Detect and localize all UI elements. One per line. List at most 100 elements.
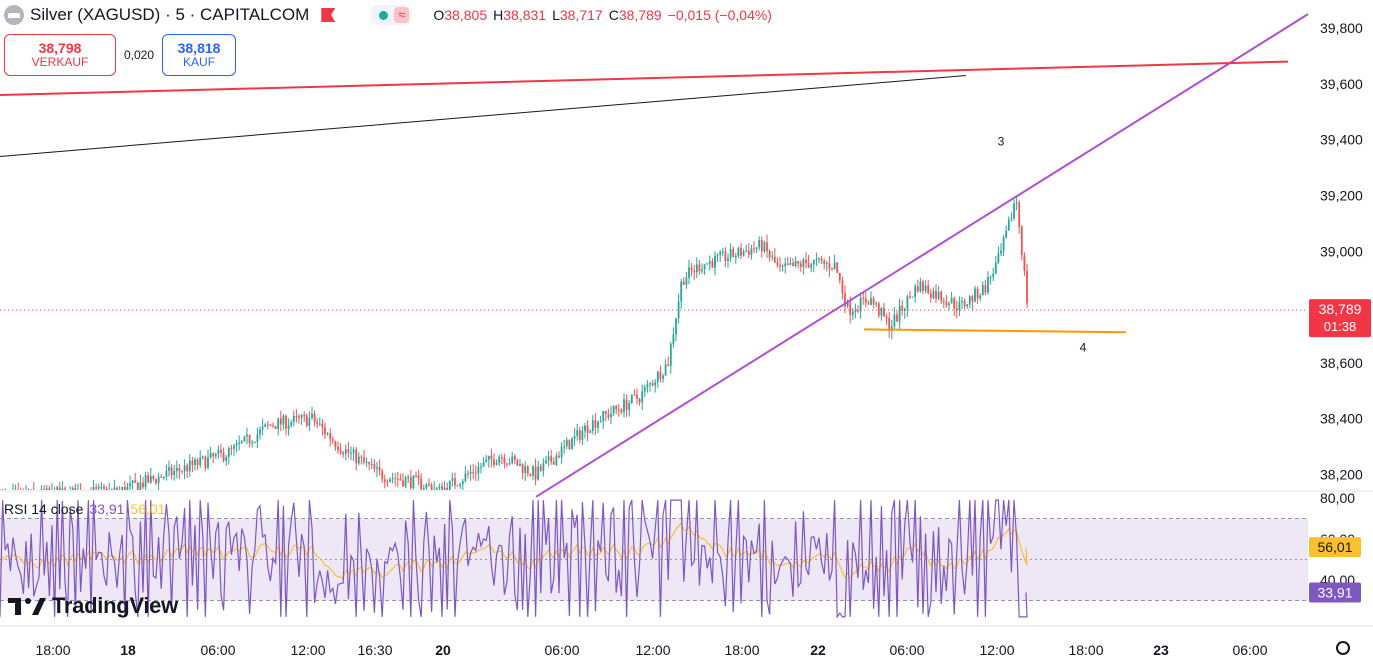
candle-body bbox=[337, 446, 339, 451]
candle-body bbox=[443, 487, 446, 490]
candle-body bbox=[214, 453, 217, 457]
candle-body bbox=[248, 434, 251, 444]
time-axis-tick: 06:00 bbox=[1232, 642, 1267, 658]
time-axis-tick: 06:00 bbox=[200, 642, 235, 658]
candle-body bbox=[633, 394, 636, 396]
candle-body bbox=[456, 485, 459, 487]
candle-body bbox=[0, 497, 1, 504]
market-status-pill[interactable]: ≈ bbox=[371, 5, 412, 25]
candle-body bbox=[937, 291, 940, 299]
candle-body bbox=[693, 270, 696, 273]
candle-body bbox=[513, 456, 516, 461]
candle-body bbox=[532, 466, 534, 476]
candle-body bbox=[256, 434, 259, 442]
candle-body bbox=[701, 269, 703, 272]
candle-body bbox=[365, 461, 368, 463]
price-axis-tick: 38,600 bbox=[1320, 355, 1363, 371]
candle-body bbox=[194, 459, 196, 466]
candle-body bbox=[316, 421, 319, 424]
candle-body bbox=[672, 334, 675, 345]
price-axis-tick: 39,200 bbox=[1320, 188, 1363, 204]
candle-body bbox=[721, 251, 724, 253]
candle-body bbox=[264, 424, 267, 427]
ohlc-value: 38,789 bbox=[618, 7, 662, 23]
candle-body bbox=[240, 441, 243, 443]
candle-body bbox=[797, 261, 800, 264]
candle-body bbox=[25, 492, 27, 496]
symbol-title[interactable]: Silver (XAGUSD) · 5 · CAPITALCOM bbox=[30, 5, 310, 24]
candle-body bbox=[324, 427, 326, 435]
candle-body bbox=[896, 314, 898, 322]
candle-body bbox=[105, 488, 108, 490]
candle-body bbox=[877, 303, 880, 316]
candle-body bbox=[753, 248, 755, 250]
candle-body bbox=[758, 240, 761, 248]
candle-body bbox=[454, 478, 456, 486]
candle-body bbox=[134, 480, 137, 483]
candle-body bbox=[181, 471, 183, 473]
candle-body bbox=[274, 426, 277, 430]
candle-body bbox=[766, 242, 768, 252]
candle-body bbox=[815, 259, 818, 261]
candle-body bbox=[80, 491, 82, 497]
sell-price: 38,798 bbox=[38, 40, 82, 57]
price-axis-tick: 39,600 bbox=[1320, 76, 1363, 92]
ohlc-key: C bbox=[608, 7, 619, 23]
candle-body bbox=[142, 482, 144, 488]
candle-body bbox=[745, 250, 748, 252]
candle-body bbox=[589, 431, 592, 433]
candle-body bbox=[675, 318, 677, 335]
candle-body bbox=[144, 475, 147, 488]
flag-icon[interactable] bbox=[321, 8, 336, 22]
candle-body bbox=[461, 481, 464, 485]
settings-gear-icon[interactable] bbox=[1336, 641, 1350, 655]
trendline-purple bbox=[535, 13, 1309, 498]
candle-body bbox=[623, 399, 625, 413]
candle-body bbox=[617, 409, 620, 411]
candle-body bbox=[448, 480, 451, 490]
candle-body bbox=[178, 467, 181, 472]
candle-body bbox=[602, 410, 605, 422]
candle-body bbox=[1023, 255, 1026, 271]
current-price-label: 38,789 bbox=[1319, 301, 1362, 317]
candle-body bbox=[396, 478, 399, 480]
candle-body bbox=[363, 457, 365, 463]
candle-body bbox=[576, 429, 579, 436]
candle-body bbox=[503, 457, 506, 464]
sell-button[interactable]: 38,798 VERKAUF bbox=[4, 34, 116, 76]
candle-body bbox=[981, 284, 984, 296]
candle-body bbox=[1026, 270, 1028, 304]
candle-body bbox=[760, 240, 763, 252]
buy-label: KAUF bbox=[183, 55, 216, 70]
candle-body bbox=[844, 293, 846, 307]
candle-body bbox=[799, 263, 802, 268]
rsi-legend-label: RSI 14 close bbox=[4, 501, 84, 517]
tradingview-logo[interactable]: TradingView bbox=[8, 593, 178, 619]
candle-body bbox=[591, 420, 594, 432]
candle-body bbox=[74, 488, 77, 490]
candle-body bbox=[412, 475, 415, 489]
candle-body bbox=[521, 464, 524, 473]
candle-body bbox=[113, 487, 116, 490]
candle-body bbox=[97, 486, 100, 489]
ohlc-value: 38,717 bbox=[559, 7, 603, 23]
candle-body bbox=[110, 489, 113, 490]
candle-body bbox=[688, 267, 690, 278]
candle-body bbox=[54, 490, 56, 500]
candle-body bbox=[495, 462, 498, 465]
candle-body bbox=[924, 285, 927, 292]
buy-button[interactable]: 38,818 KAUF bbox=[162, 34, 237, 76]
candle-body bbox=[935, 290, 937, 299]
candle-body bbox=[771, 256, 774, 258]
candle-body bbox=[584, 425, 586, 432]
candle-body bbox=[586, 425, 589, 433]
candle-body bbox=[394, 478, 397, 480]
candle-body bbox=[222, 452, 225, 461]
candle-body bbox=[864, 298, 867, 304]
rsi-legend[interactable]: RSI 14 close 33,91 56,01 bbox=[4, 501, 165, 517]
candle-body bbox=[888, 318, 891, 332]
candle-body bbox=[420, 478, 423, 490]
candle-body bbox=[604, 410, 607, 415]
candle-body bbox=[664, 364, 667, 376]
